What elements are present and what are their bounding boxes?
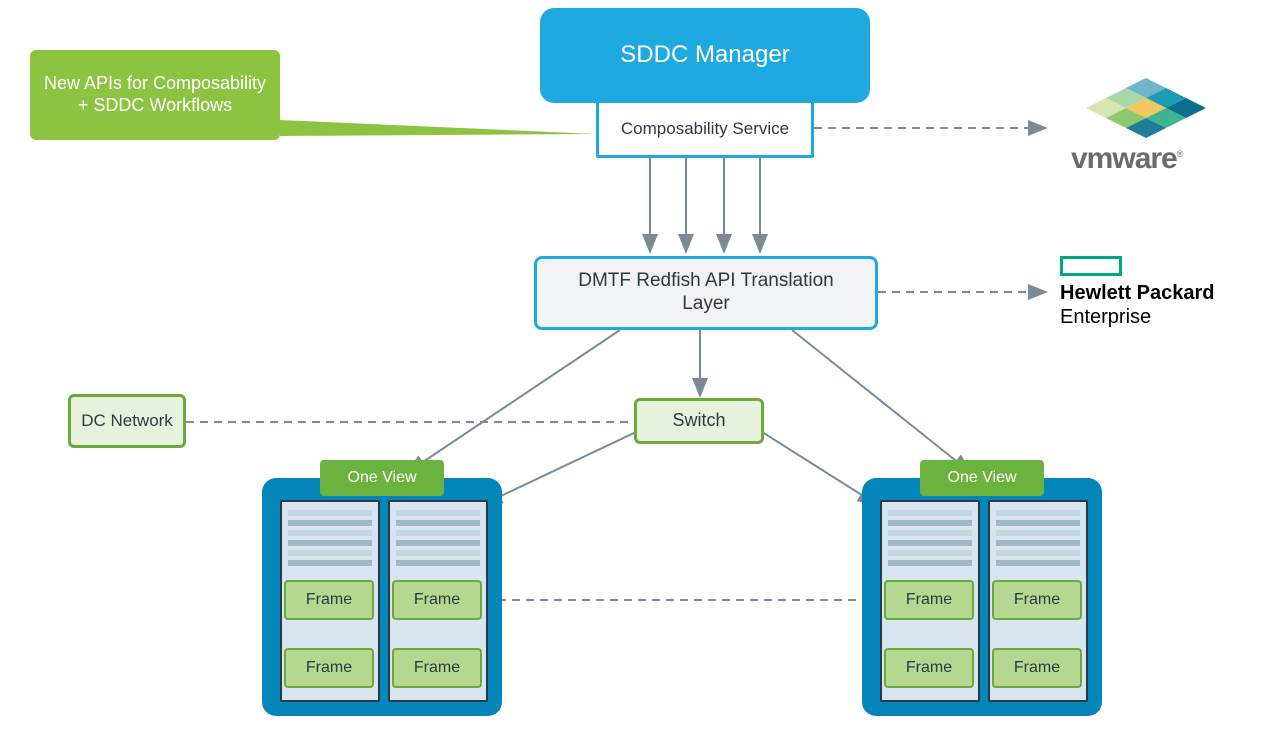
frame-box-f5: Frame — [884, 580, 974, 620]
hpe-text-line2: Enterprise — [1060, 306, 1151, 329]
one-view-text-right: One View — [947, 468, 1016, 487]
frame-box-f3: Frame — [392, 580, 482, 620]
frame-label: Frame — [414, 658, 460, 677]
hpe-bar-icon — [1060, 256, 1122, 276]
one-view-label-right: One View — [920, 460, 1044, 496]
switch-label: Switch — [672, 410, 725, 432]
dc-network-box: DC Network — [68, 394, 186, 448]
dmtf-redfish-label: DMTF Redfish API Translation Layer — [557, 270, 855, 316]
frame-box-f7: Frame — [992, 580, 1082, 620]
vmware-logo: vmware® — [1056, 72, 1246, 182]
hpe-logo: Hewlett Packard Enterprise — [1060, 256, 1250, 346]
sddc-manager-box: SDDC Manager — [540, 8, 870, 103]
sddc-manager-label: SDDC Manager — [620, 41, 789, 70]
composability-service-label: Composability Service — [621, 119, 789, 139]
frame-label: Frame — [414, 590, 460, 609]
hpe-text-line1: Hewlett Packard — [1060, 282, 1215, 305]
frame-box-f8: Frame — [992, 648, 1082, 688]
frame-label: Frame — [1014, 590, 1060, 609]
vmware-wordmark: vmware® — [1071, 142, 1182, 176]
frame-label: Frame — [906, 590, 952, 609]
callout-text: New APIs for Composability + SDDC Workfl… — [40, 73, 270, 116]
frame-box-f4: Frame — [392, 648, 482, 688]
frame-box-f1: Frame — [284, 580, 374, 620]
one-view-label-left: One View — [320, 460, 444, 496]
composability-service-box: Composability Service — [596, 100, 814, 158]
dc-network-label: DC Network — [81, 411, 173, 431]
frame-label: Frame — [1014, 658, 1060, 677]
switch-box: Switch — [634, 398, 764, 444]
frame-label: Frame — [906, 658, 952, 677]
frame-box-f6: Frame — [884, 648, 974, 688]
frame-label: Frame — [306, 658, 352, 677]
frame-box-f2: Frame — [284, 648, 374, 688]
dmtf-redfish-box: DMTF Redfish API Translation Layer — [534, 256, 878, 330]
frame-label: Frame — [306, 590, 352, 609]
one-view-text-left: One View — [347, 468, 416, 487]
callout-new-apis: New APIs for Composability + SDDC Workfl… — [30, 50, 280, 140]
